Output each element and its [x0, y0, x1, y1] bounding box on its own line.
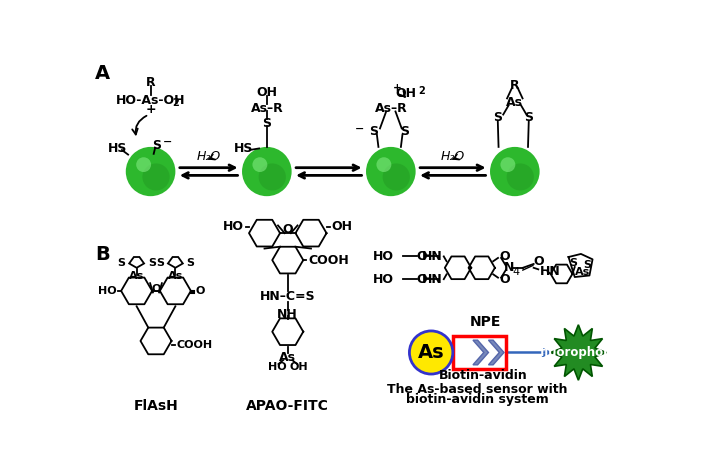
Text: HN: HN [540, 265, 561, 278]
Circle shape [252, 157, 267, 172]
Text: S: S [187, 258, 195, 269]
Text: N: N [504, 262, 514, 274]
Text: fluorophore: fluorophore [539, 346, 617, 359]
Circle shape [242, 147, 291, 196]
Text: S: S [493, 111, 503, 124]
Text: The As-based sensor with: The As-based sensor with [387, 383, 568, 396]
Text: +: + [145, 103, 156, 116]
Text: NPE: NPE [469, 315, 501, 329]
Text: HO: HO [373, 273, 394, 286]
Text: NH: NH [278, 308, 298, 321]
Text: S: S [262, 117, 271, 129]
Circle shape [490, 147, 539, 196]
Text: As–R: As–R [374, 102, 407, 115]
Text: O: O [195, 286, 205, 296]
Text: +: + [393, 84, 402, 93]
Text: O: O [500, 250, 510, 263]
Text: O: O [500, 273, 510, 286]
Polygon shape [488, 340, 504, 365]
Text: FlAsH: FlAsH [133, 399, 178, 413]
Text: R: R [146, 77, 156, 90]
Text: HO: HO [224, 220, 244, 234]
Text: −: − [163, 137, 172, 147]
Text: Biotin-avidin: Biotin-avidin [438, 369, 528, 382]
Text: HN–C=S: HN–C=S [260, 290, 316, 303]
Text: O: O [534, 255, 544, 268]
Text: S: S [583, 261, 591, 270]
Text: As: As [168, 271, 183, 281]
Text: COOH: COOH [176, 340, 212, 350]
Text: S: S [524, 111, 534, 124]
Circle shape [142, 163, 169, 191]
Text: HO: HO [373, 250, 394, 263]
Text: biotin-avidin system: biotin-avidin system [406, 393, 549, 406]
Bar [453, 336, 505, 369]
Circle shape [376, 157, 392, 172]
Text: 4: 4 [513, 268, 520, 277]
Circle shape [259, 163, 286, 191]
Text: As: As [575, 268, 590, 277]
Text: As: As [417, 343, 444, 362]
Circle shape [507, 163, 534, 191]
Text: S: S [369, 125, 379, 138]
Text: H₂O: H₂O [197, 149, 221, 163]
Text: OH: OH [257, 86, 278, 99]
Text: 2: 2 [172, 98, 179, 108]
Text: HS: HS [234, 142, 253, 155]
Text: As: As [129, 271, 144, 281]
Text: OH: OH [289, 362, 308, 372]
Text: As: As [506, 96, 523, 109]
Text: S: S [400, 125, 410, 138]
Text: S: S [569, 258, 578, 268]
Text: OH: OH [396, 87, 417, 100]
Circle shape [136, 157, 151, 172]
Text: HO: HO [267, 362, 286, 372]
Text: HN: HN [422, 273, 442, 286]
Circle shape [366, 147, 415, 196]
Text: As–R: As–R [250, 102, 283, 115]
Text: COOH: COOH [308, 254, 349, 267]
Text: HO-As-OH: HO-As-OH [116, 94, 185, 107]
Polygon shape [473, 340, 488, 365]
Text: O: O [283, 223, 293, 236]
Polygon shape [550, 325, 606, 380]
Text: S: S [148, 258, 156, 269]
Text: S: S [156, 258, 164, 269]
Text: −: − [355, 124, 365, 134]
Circle shape [383, 163, 410, 191]
Text: R: R [510, 79, 520, 92]
Text: HN: HN [422, 250, 442, 263]
Circle shape [500, 157, 516, 172]
Text: O: O [151, 284, 161, 294]
Text: B: B [94, 245, 110, 264]
Text: 2: 2 [419, 86, 425, 97]
Text: As: As [279, 351, 296, 364]
Text: OH: OH [331, 220, 352, 234]
Text: H₂O: H₂O [441, 149, 465, 163]
Text: S: S [152, 139, 162, 152]
Text: APAO-FITC: APAO-FITC [247, 399, 329, 413]
Text: A: A [94, 64, 110, 83]
Text: O: O [416, 273, 427, 286]
Text: S: S [118, 258, 125, 269]
Circle shape [125, 147, 175, 196]
Text: O: O [416, 250, 427, 263]
Text: HO: HO [98, 286, 117, 296]
Text: HS: HS [107, 142, 127, 155]
Circle shape [410, 331, 453, 374]
